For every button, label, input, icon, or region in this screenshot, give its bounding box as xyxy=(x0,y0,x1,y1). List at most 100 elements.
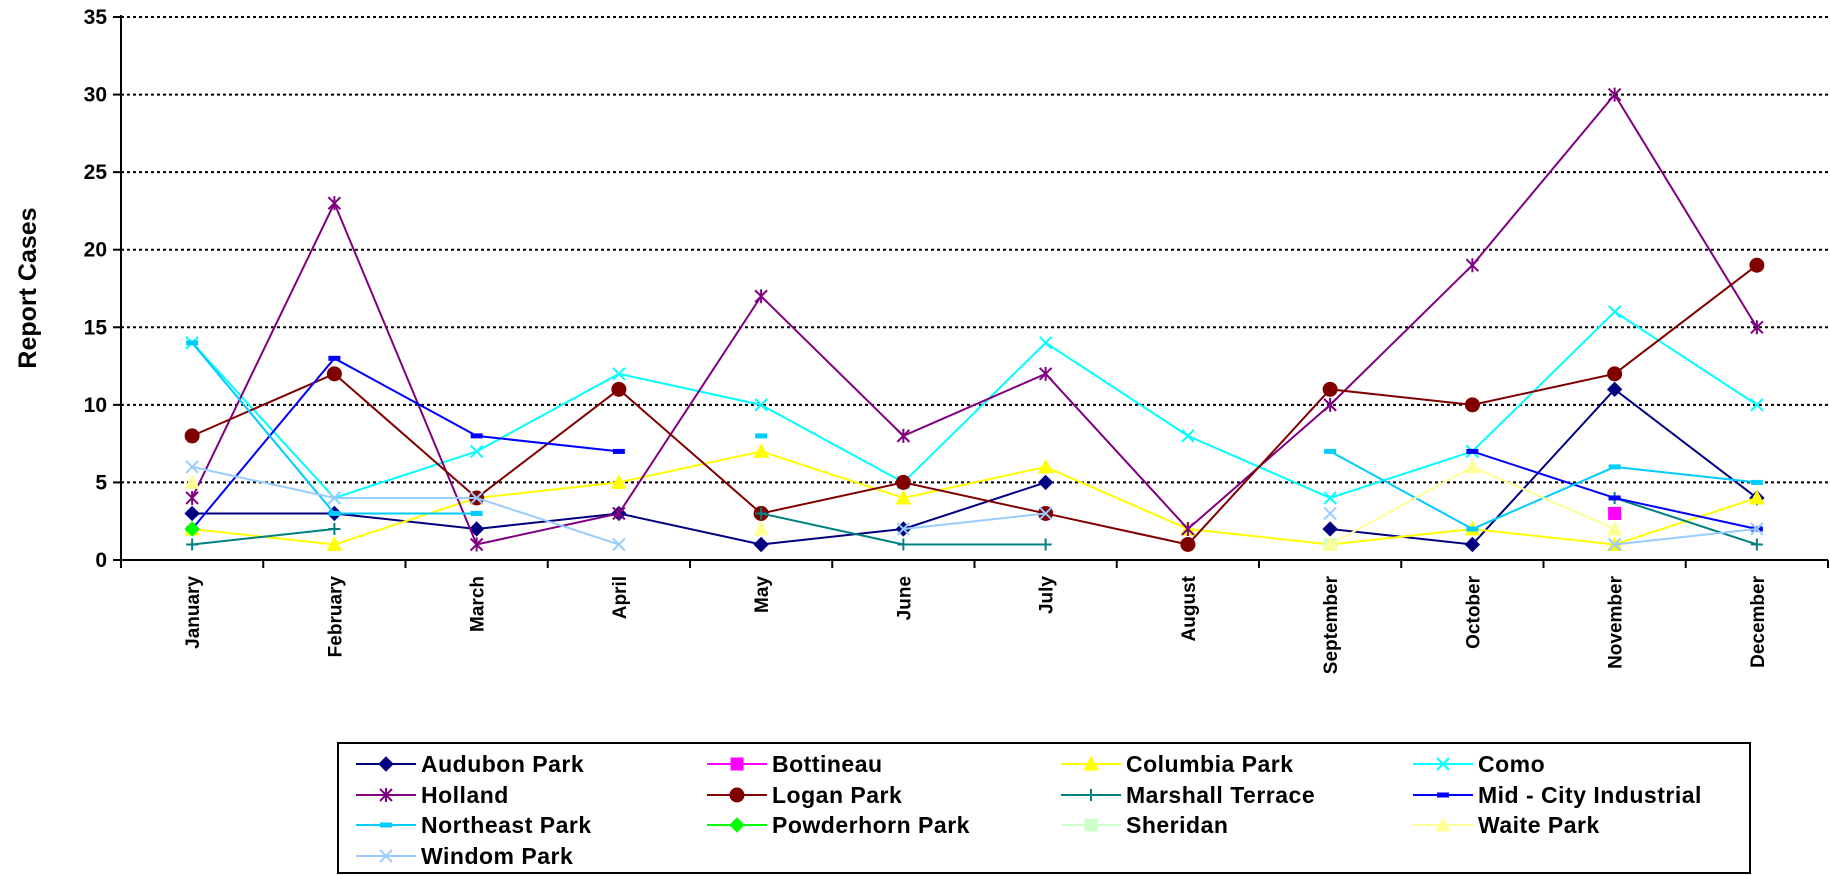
x-tick-label: September xyxy=(1321,575,1342,674)
data-point xyxy=(184,474,200,489)
y-tick-label: 20 xyxy=(84,239,107,262)
legend-box xyxy=(337,742,1751,874)
data-point xyxy=(469,537,484,552)
data-point xyxy=(1750,538,1763,551)
axes xyxy=(120,15,1828,561)
x-tick-label: October xyxy=(1463,575,1484,648)
data-point xyxy=(612,537,626,552)
data-point xyxy=(1750,398,1764,412)
data-point xyxy=(470,510,483,516)
data-point xyxy=(328,510,341,516)
x-tick-label: July xyxy=(1037,576,1058,614)
legend-label: Sheridan xyxy=(1126,812,1228,838)
data-point xyxy=(895,489,912,505)
data-point xyxy=(1324,448,1337,454)
data-point xyxy=(612,448,625,454)
x-axis-ticks: January February March April May June July Augu… xyxy=(120,560,1829,674)
series-line xyxy=(191,92,1758,546)
x-tick-label: January xyxy=(183,576,204,649)
legend-marker xyxy=(729,817,745,833)
series-holland xyxy=(185,87,1764,552)
legend-item: Logan Park xyxy=(707,782,902,808)
legend-marker xyxy=(1084,818,1098,832)
data-point xyxy=(1038,506,1053,521)
series-line xyxy=(191,465,1757,546)
y-tick-label: 5 xyxy=(95,471,107,494)
data-point xyxy=(611,474,627,489)
series-marshall-terrace xyxy=(186,491,1763,551)
data-point xyxy=(184,505,200,522)
data-point xyxy=(327,491,342,505)
data-point xyxy=(328,355,341,361)
data-point xyxy=(1606,381,1623,398)
legend-item: Windom Park xyxy=(356,843,573,869)
legend-marker xyxy=(378,756,394,772)
data-point xyxy=(185,460,199,474)
legend-marker xyxy=(730,757,744,771)
legend-label: Northeast Park xyxy=(421,812,592,838)
x-tick-label: August xyxy=(1179,575,1200,641)
data-point xyxy=(1039,538,1052,551)
series-windom-park xyxy=(185,460,1764,552)
series-northeast-park xyxy=(186,340,1763,532)
legend-item: Powderhorn Park xyxy=(707,812,969,838)
data-point xyxy=(1322,536,1338,551)
data-point xyxy=(1181,429,1195,443)
data-point xyxy=(755,433,768,439)
legend-label: Logan Park xyxy=(772,782,902,808)
series-line xyxy=(191,310,1758,500)
data-point xyxy=(1323,397,1337,412)
data-point xyxy=(753,520,769,536)
legend-label: Mid - City Industrial xyxy=(1478,782,1702,808)
legend-item: Mid - City Industrial xyxy=(1413,782,1702,808)
legend-marker xyxy=(729,787,745,803)
legend-label: Como xyxy=(1478,751,1545,777)
data-point xyxy=(186,340,199,346)
y-axis-label: Report Cases xyxy=(14,207,42,368)
series-waite-park xyxy=(184,458,1623,551)
data-point xyxy=(1038,336,1053,350)
data-point xyxy=(1608,464,1621,470)
series-audubon-park xyxy=(184,381,1765,553)
data-point xyxy=(1464,536,1481,553)
legend-marker xyxy=(1437,792,1449,798)
x-tick-label: May xyxy=(752,576,773,613)
legend-item: Como xyxy=(1413,751,1545,777)
data-point xyxy=(1037,474,1054,491)
data-point xyxy=(327,196,342,211)
x-tick-label: November xyxy=(1606,575,1627,669)
legend: Audubon Park Bottineau Columbia Park Como Ho… xyxy=(337,742,1751,874)
data-point xyxy=(896,522,911,536)
legend-item: Northeast Park xyxy=(356,812,592,838)
data-point xyxy=(326,366,342,382)
legend-label: Marshall Terrace xyxy=(1126,782,1315,808)
data-point xyxy=(1181,521,1195,536)
legend-marker xyxy=(1085,789,1097,801)
data-point xyxy=(755,507,768,520)
data-point xyxy=(1607,537,1622,552)
legend-item: Columbia Park xyxy=(1061,751,1294,777)
data-point xyxy=(185,490,199,505)
legend-marker xyxy=(380,822,392,828)
legend-item: Sheridan xyxy=(1061,812,1228,838)
data-point xyxy=(1750,522,1764,536)
data-point xyxy=(1750,479,1763,485)
data-point xyxy=(1607,366,1623,382)
legend-label: Columbia Park xyxy=(1126,751,1294,777)
data-point xyxy=(326,536,343,551)
data-point xyxy=(896,428,911,443)
data-point xyxy=(1608,506,1622,520)
data-point xyxy=(328,522,341,535)
series-powderhorn-park xyxy=(184,521,200,537)
data-point xyxy=(1464,458,1481,474)
data-point xyxy=(1464,397,1480,413)
y-tick-label: 0 xyxy=(95,549,107,572)
x-tick-label: December xyxy=(1748,575,1769,667)
legend-item: Waite Park xyxy=(1413,812,1599,838)
data-point xyxy=(1466,448,1479,454)
data-point xyxy=(1037,458,1054,474)
data-point xyxy=(1607,305,1622,319)
data-point xyxy=(1466,526,1479,532)
legend-label: Windom Park xyxy=(421,843,573,869)
